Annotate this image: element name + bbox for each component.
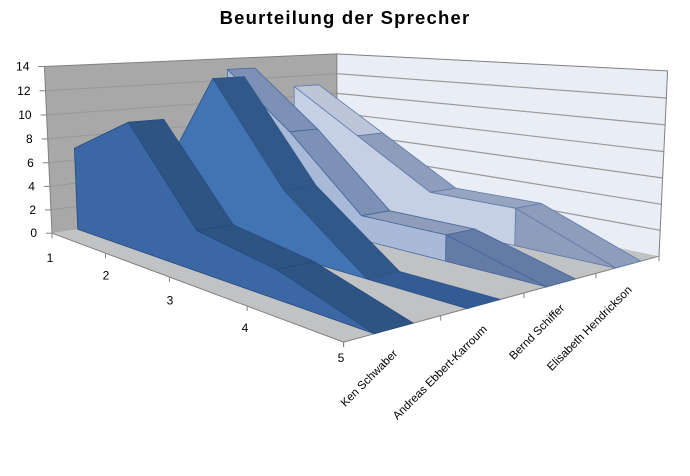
svg-text:2: 2 bbox=[29, 203, 36, 217]
svg-text:Beurteilung der Sprecher: Beurteilung der Sprecher bbox=[220, 7, 471, 28]
svg-text:5: 5 bbox=[338, 351, 345, 365]
svg-text:10: 10 bbox=[18, 108, 32, 122]
svg-text:12: 12 bbox=[17, 84, 31, 98]
svg-text:3: 3 bbox=[167, 294, 174, 308]
svg-text:14: 14 bbox=[16, 60, 30, 74]
svg-text:8: 8 bbox=[26, 132, 33, 146]
svg-text:0: 0 bbox=[30, 226, 37, 240]
svg-text:4: 4 bbox=[28, 179, 35, 193]
svg-text:6: 6 bbox=[27, 156, 34, 170]
svg-text:4: 4 bbox=[242, 321, 249, 335]
svg-text:1: 1 bbox=[47, 251, 54, 265]
svg-text:2: 2 bbox=[103, 269, 110, 283]
